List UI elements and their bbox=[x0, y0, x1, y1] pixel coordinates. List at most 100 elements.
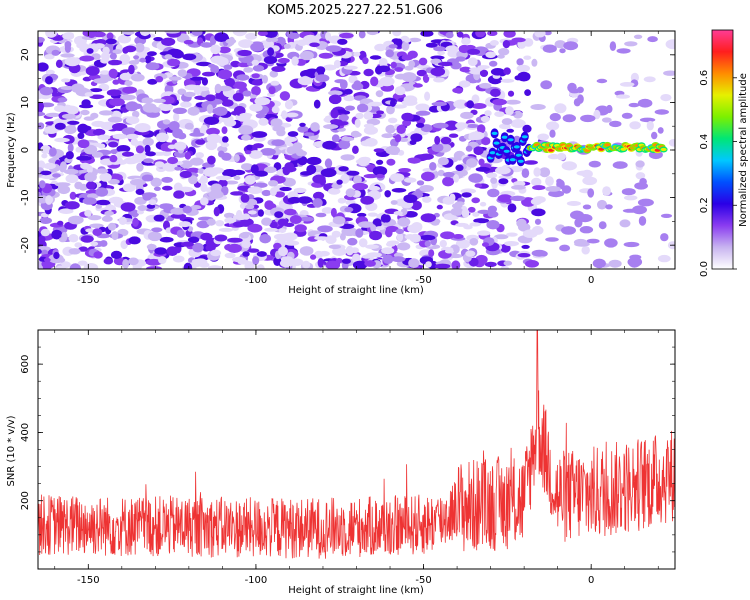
heatmap-cell bbox=[437, 157, 449, 166]
heatmap-cell bbox=[366, 252, 382, 258]
heatmap-cell bbox=[271, 66, 286, 72]
heatmap-cell bbox=[369, 230, 383, 241]
heatmap-cell bbox=[331, 134, 340, 143]
heatmap-cell bbox=[58, 208, 74, 214]
x-tick-label: -50 bbox=[415, 575, 431, 586]
heatmap-cell bbox=[265, 37, 273, 43]
heatmap-cell bbox=[264, 227, 278, 232]
heatmap-cell bbox=[146, 216, 156, 223]
heatmap-cell bbox=[277, 57, 290, 64]
heatmap-cell bbox=[57, 185, 71, 195]
heatmap-cell bbox=[158, 102, 173, 112]
heatmap-cell bbox=[227, 237, 243, 243]
heatmap-cell bbox=[161, 37, 176, 46]
heatmap-cell bbox=[554, 103, 567, 114]
heatmap-cell bbox=[566, 201, 582, 206]
heatmap-cell bbox=[268, 180, 279, 187]
heatmap-cell bbox=[183, 91, 196, 98]
heatmap-cell bbox=[223, 212, 235, 219]
heatmap-cell bbox=[420, 213, 436, 223]
heatmap-cell bbox=[388, 44, 398, 49]
heatmap-cell bbox=[639, 117, 656, 123]
heatmap-cell bbox=[55, 265, 66, 269]
heatmap-cell bbox=[259, 234, 272, 244]
heatmap-cell bbox=[39, 180, 46, 189]
heatmap-cell bbox=[581, 169, 593, 178]
heatmap-cell bbox=[159, 236, 174, 243]
heatmap-cell bbox=[241, 239, 251, 249]
heatmap-cell bbox=[153, 214, 165, 222]
heatmap-cell bbox=[60, 53, 75, 58]
heatmap-cell bbox=[471, 197, 481, 204]
heatmap-cell bbox=[128, 236, 141, 245]
heatmap-cell bbox=[317, 258, 324, 268]
colorbar-tick-label: 0.4 bbox=[699, 134, 710, 150]
heatmap-cell bbox=[469, 222, 482, 227]
heatmap-cell bbox=[422, 196, 432, 203]
heatmap-cell bbox=[128, 60, 140, 65]
heatmap-cell bbox=[268, 86, 276, 95]
heatmap-cell bbox=[80, 235, 94, 243]
heatmap-cell bbox=[545, 176, 554, 187]
heatmap-cell bbox=[344, 206, 354, 213]
heatmap-cell bbox=[141, 174, 154, 182]
heatmap-cell bbox=[577, 214, 593, 223]
heatmap-cell bbox=[383, 214, 391, 223]
heatmap-cell bbox=[146, 204, 156, 209]
heatmap-cell bbox=[338, 139, 351, 150]
heatmap-cell bbox=[122, 258, 129, 269]
heatmap-cell bbox=[415, 122, 425, 128]
heatmap-cell bbox=[366, 31, 379, 36]
heatmap-cell bbox=[173, 141, 187, 151]
heatmap-cell bbox=[108, 68, 118, 79]
heatmap-cell bbox=[130, 138, 139, 146]
heatmap-cell bbox=[40, 145, 51, 154]
heatmap-cell bbox=[87, 193, 99, 199]
heatmap-cell bbox=[206, 104, 214, 114]
heatmap-cell bbox=[142, 192, 152, 201]
heatmap-cell bbox=[385, 49, 395, 58]
heatmap-cell bbox=[190, 76, 206, 81]
heatmap-cell bbox=[177, 69, 187, 77]
heatmap-cell bbox=[456, 31, 464, 38]
colorbar-ticks: 0.0 0.2 0.4 0.6 bbox=[699, 70, 737, 277]
heatmap-cell bbox=[287, 131, 299, 137]
heatmap-cell bbox=[69, 191, 77, 200]
heatmap-cell bbox=[278, 246, 288, 257]
heatmap-cell bbox=[621, 188, 636, 196]
heatmap-cell bbox=[38, 235, 46, 243]
heatmap-cell bbox=[210, 44, 221, 55]
heatmap-cell bbox=[531, 58, 538, 67]
heatmap-cell bbox=[230, 191, 244, 196]
heatmap-cell bbox=[52, 173, 61, 178]
heatmap-cell bbox=[404, 234, 416, 240]
heatmap-cell bbox=[87, 31, 96, 38]
heatmap-cell bbox=[243, 67, 254, 73]
heatmap-cell bbox=[587, 188, 595, 198]
heatmap-cell bbox=[105, 38, 117, 45]
heatmap-cell bbox=[665, 39, 675, 50]
heatmap-cell bbox=[239, 112, 253, 118]
heatmap-cell bbox=[433, 77, 445, 83]
heatmap-cell bbox=[172, 255, 185, 263]
heatmap-cell bbox=[77, 139, 90, 149]
heatmap-cell bbox=[466, 124, 480, 128]
heatmap-cell bbox=[223, 64, 233, 70]
heatmap-cell bbox=[183, 262, 193, 269]
heatmap-cell bbox=[577, 94, 584, 104]
heatmap-cell bbox=[497, 194, 513, 203]
heatmap-cell bbox=[206, 133, 222, 144]
heatmap-cell bbox=[376, 173, 385, 179]
heatmap-cell bbox=[97, 134, 111, 141]
heatmap-cell bbox=[325, 235, 337, 245]
heatmap-cell bbox=[376, 110, 385, 115]
heatmap-cell bbox=[468, 173, 483, 183]
heatmap-cell bbox=[152, 98, 166, 104]
heatmap-cell bbox=[393, 211, 403, 216]
heatmap-cell bbox=[318, 250, 330, 257]
heatmap-cell bbox=[75, 146, 82, 153]
heatmap-cell bbox=[309, 42, 320, 48]
heatmap-cell bbox=[467, 57, 478, 66]
heatmap-cell bbox=[218, 150, 225, 158]
heatmap-cell bbox=[191, 31, 203, 36]
